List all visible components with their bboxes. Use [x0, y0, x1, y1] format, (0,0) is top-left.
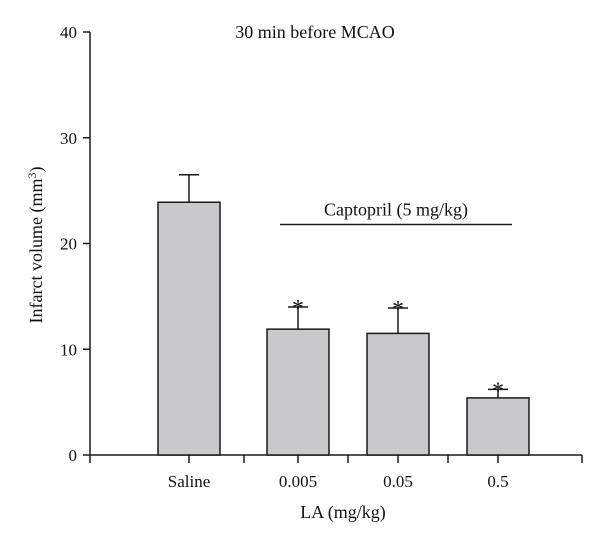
- y-axis-label-close: ): [26, 167, 47, 173]
- bar: [266, 328, 330, 456]
- y-tick-label: 40: [60, 23, 77, 42]
- bar: [466, 397, 530, 456]
- x-tick-label: 0.5: [487, 472, 508, 491]
- x-tick-label: 0.005: [279, 472, 317, 491]
- captopril-annotation: Captopril (5 mg/kg): [324, 199, 468, 220]
- significance-marker: *: [392, 297, 404, 323]
- y-tick-label: 10: [60, 340, 77, 359]
- y-tick-label: 30: [60, 129, 77, 148]
- y-tick-label: 0: [69, 446, 78, 465]
- y-axis-label-main: Infarct volume (mm: [26, 179, 47, 324]
- plot-area: 0 10 20 30 40 Saline * 0.005 * 0.05 * 0.5 Captopril …: [60, 23, 583, 491]
- x-tick-label: Saline: [168, 472, 211, 491]
- chart-title: 30 min before MCAO: [235, 22, 394, 42]
- significance-marker: *: [492, 378, 504, 404]
- bar: [366, 332, 430, 456]
- x-tick-label: 0.05: [383, 472, 413, 491]
- bar: [157, 201, 221, 456]
- y-axis-label-superscript: 3: [25, 173, 39, 179]
- significance-marker: *: [292, 296, 304, 322]
- y-axis-label: Infarct volume (mm3): [25, 167, 47, 324]
- x-axis-label: LA (mg/kg): [300, 502, 386, 523]
- y-tick-label: 20: [60, 235, 77, 254]
